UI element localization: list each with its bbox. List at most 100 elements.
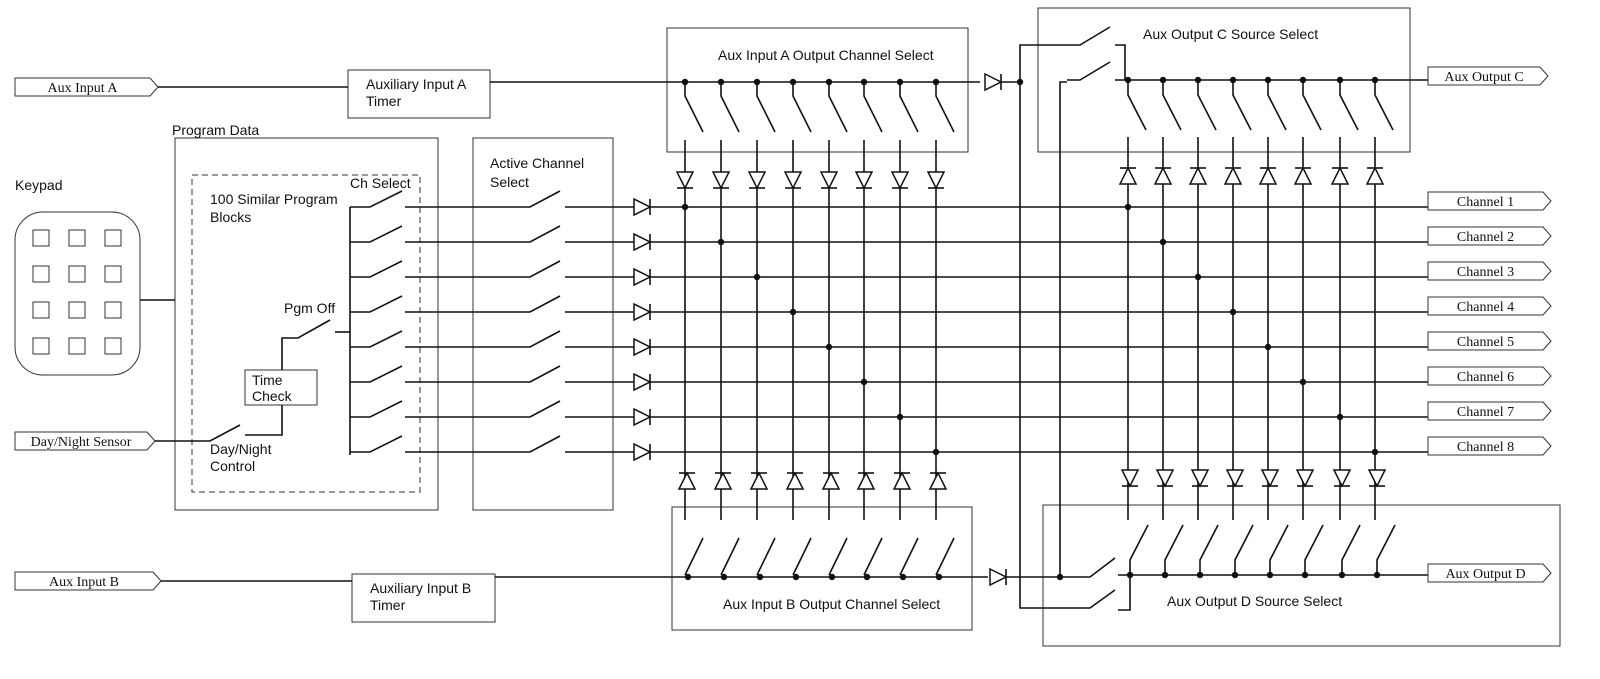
diode-icon <box>1365 166 1385 185</box>
channel-1-tag: Channel 1 <box>1427 191 1552 211</box>
diode-icon <box>1155 469 1175 488</box>
diode-icon <box>984 72 1003 92</box>
diode-icon <box>633 442 652 462</box>
day-night-sensor-tag-shape <box>14 431 156 451</box>
program-data-box <box>174 137 439 511</box>
diode-icon <box>783 171 803 190</box>
aux-b-switch <box>828 537 848 576</box>
diode-icon <box>633 302 652 322</box>
aux-d-switch <box>1129 524 1149 575</box>
ch-select-switch <box>350 330 403 348</box>
channel-6-tag: Channel 6 <box>1427 366 1552 386</box>
aux-b-switch <box>792 537 812 576</box>
keypad-label: Keypad <box>15 177 62 193</box>
aux-input-a-timer-label-2: Timer <box>366 93 402 109</box>
diode-icon <box>1225 469 1245 488</box>
channel-4-tag-shape <box>1427 296 1552 316</box>
aux-d-switch <box>1269 524 1289 575</box>
time-check-box <box>244 369 318 406</box>
channel-7-tag: Channel 7 <box>1427 401 1552 421</box>
ch-select-switch <box>350 190 403 208</box>
aux-c-switch-a <box>1019 26 1111 82</box>
aux-c-switch <box>1162 80 1182 131</box>
channel-7-tag-shape <box>1427 401 1552 421</box>
diode-icon <box>633 197 652 217</box>
day-night-sensor-tag: Day/Night Sensor <box>14 431 156 451</box>
aux-input-a-timer-label: Auxiliary Input A <box>366 76 467 92</box>
diode-icon <box>1258 166 1278 185</box>
diode-icon <box>892 471 912 490</box>
diode-icon <box>1295 469 1315 488</box>
diode-icon <box>1330 166 1350 185</box>
aux-b-switch <box>935 537 955 576</box>
aux-d-contact <box>1118 575 1131 611</box>
channel-8-tag: Channel 8 <box>1427 436 1552 456</box>
aux-output-c-tag: Aux Output C <box>1427 66 1549 86</box>
channel-2-tag-text: Channel 2 <box>1457 230 1514 245</box>
aux-d-switch <box>1341 524 1361 575</box>
aux-b-switch <box>756 537 776 576</box>
diode-icon <box>821 471 841 490</box>
aux-c-switch <box>1127 80 1147 131</box>
aux-c-switch <box>1339 80 1359 131</box>
io-tags: Channel 1 Channel 2 Channel 3 Channel 4 Chan… <box>14 66 1552 591</box>
diode-icon <box>677 471 697 490</box>
channel-3-tag: Channel 3 <box>1427 261 1552 281</box>
aux-b-channel-select-label: Aux Input B Output Channel Select <box>723 596 940 612</box>
channel-3-tag-text: Channel 3 <box>1457 265 1514 280</box>
day-night-control-label: Day/Night <box>210 441 272 457</box>
time-check-label-2: Check <box>252 388 293 404</box>
aux-d-switch <box>1234 524 1254 575</box>
aux-d-switch <box>1199 524 1219 575</box>
aux-a-switch <box>756 82 776 133</box>
channel-2-tag-shape <box>1427 226 1552 246</box>
aux-c-switch <box>1374 80 1394 131</box>
aux-b-channel-select-box <box>671 506 973 631</box>
active-channel-switch <box>405 330 561 348</box>
channel-4-tag-text: Channel 4 <box>1457 300 1514 315</box>
diode-icon <box>633 372 652 392</box>
program-data-label: Program Data <box>172 122 259 138</box>
aux-output-d-tag-shape <box>1427 563 1552 583</box>
diode-icon <box>633 407 652 427</box>
active-channel-switch <box>405 260 561 278</box>
wires <box>140 26 1430 611</box>
junction-dot <box>935 573 943 581</box>
channel-8-tag-text: Channel 8 <box>1457 440 1514 455</box>
ch-select-switch <box>350 225 403 243</box>
diode-icon <box>989 567 1008 587</box>
aux-a-switch <box>792 82 812 133</box>
diode-icon <box>1153 166 1173 185</box>
junction-dot <box>792 573 800 581</box>
aux-b-switch <box>684 537 704 576</box>
aux-a-switch <box>899 82 919 133</box>
aux-c-switch-b <box>1067 61 1111 81</box>
channel-6-tag-text: Channel 6 <box>1457 370 1514 385</box>
ch-select-label: Ch Select <box>350 175 411 191</box>
diode-icon <box>1188 166 1208 185</box>
junction-dot <box>828 573 836 581</box>
aux-a-channel-select-label: Aux Input A Output Channel Select <box>718 47 934 63</box>
aux-output-c-tag-text: Aux Output C <box>1444 70 1523 85</box>
keypad-key <box>104 265 122 283</box>
diode-icon <box>633 232 652 252</box>
junction-dot <box>899 573 907 581</box>
diode-icon <box>928 471 948 490</box>
channel-7-tag-text: Channel 7 <box>1457 405 1514 420</box>
channel-3-tag-shape <box>1427 261 1552 281</box>
aux-b-switch <box>863 537 883 576</box>
aux-a-switch <box>935 82 955 133</box>
ch-select-switch <box>350 365 403 383</box>
keypad-key <box>32 229 50 247</box>
diode-icon <box>890 171 910 190</box>
channel-1-tag-shape <box>1427 191 1552 211</box>
diode-icon <box>633 337 652 357</box>
program-blocks-label-2: Blocks <box>210 209 251 225</box>
keypad-key <box>32 301 50 319</box>
active-channel-switch <box>405 365 561 383</box>
aux-d-source-select-box <box>1042 504 1561 647</box>
aux-a-switch <box>720 82 740 133</box>
aux-a-switch <box>684 82 704 133</box>
junction-dot <box>756 573 764 581</box>
